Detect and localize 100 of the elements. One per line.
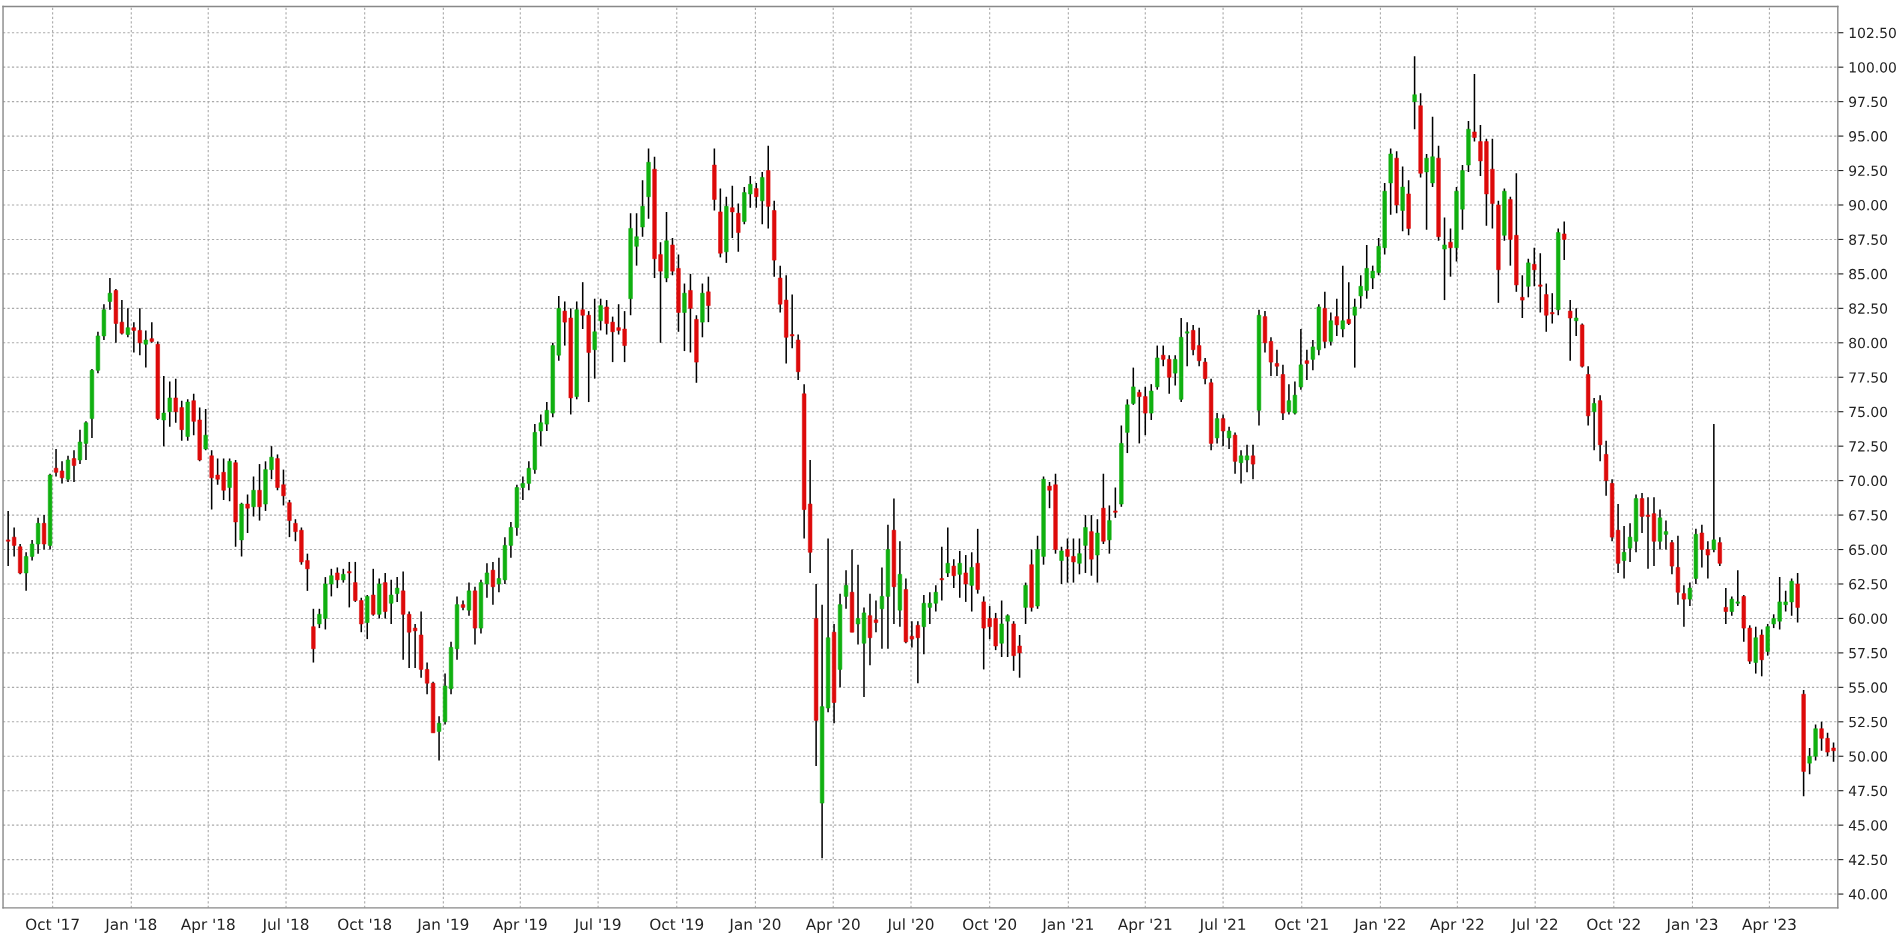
candlestick <box>730 184 735 239</box>
candlestick <box>1711 423 1716 554</box>
candlestick <box>1131 366 1136 406</box>
candlestick <box>371 568 376 617</box>
candlestick <box>1681 584 1687 628</box>
y-tick-label: 82.50 <box>1849 303 1888 314</box>
x-tick-label: Oct '19 <box>650 918 704 931</box>
candlestick <box>1226 426 1232 450</box>
candlestick <box>1220 413 1226 447</box>
candlestick <box>592 297 597 380</box>
candlestick <box>245 493 250 534</box>
candlestick <box>311 608 316 664</box>
x-tick-label: Apr '18 <box>180 918 235 934</box>
candlestick <box>203 408 208 452</box>
candlestick <box>1107 504 1112 555</box>
candlestick <box>1538 252 1543 314</box>
candlestick <box>843 569 849 610</box>
x-tick-label: Jul '18 <box>261 918 309 933</box>
candlestick <box>1400 165 1405 232</box>
candlestick <box>1562 220 1567 261</box>
candlestick <box>1669 539 1675 576</box>
candlestick <box>1592 397 1597 452</box>
candlestick <box>945 526 950 578</box>
y-tick-label: 90.00 <box>1849 199 1888 211</box>
x-tick-label: Apr '20 <box>805 918 860 934</box>
candlestick <box>1723 587 1728 625</box>
candlestick <box>1298 328 1304 391</box>
candlestick <box>1304 348 1309 381</box>
y-tick-label: 95.00 <box>1849 131 1888 142</box>
candlestick <box>1149 383 1154 421</box>
candlestick <box>71 449 77 483</box>
candlestick <box>1203 357 1208 385</box>
candlestick <box>347 561 352 609</box>
x-tick-label: Oct '20 <box>963 918 1017 931</box>
candlestick <box>395 576 400 603</box>
y-tick-label: 97.50 <box>1849 96 1888 108</box>
candlestick <box>1059 546 1064 585</box>
candlestick <box>951 558 956 589</box>
candlestick <box>957 550 962 599</box>
y-tick-label: 50.00 <box>1849 751 1888 762</box>
y-tick-label: 45.00 <box>1848 820 1888 831</box>
candlestick <box>855 563 861 646</box>
x-tick-label: Jul '20 <box>886 918 934 933</box>
candlestick <box>1250 444 1256 481</box>
y-tick-label: 77.50 <box>1849 372 1888 383</box>
candlestick <box>1328 311 1333 347</box>
candlestick <box>107 277 113 311</box>
candlestick <box>389 579 394 625</box>
x-tick-label: Oct '17 <box>26 918 79 931</box>
x-tick-label: Oct '18 <box>338 918 392 931</box>
candlestick <box>969 551 974 613</box>
candlestick <box>1077 537 1082 576</box>
y-tick-label: 60.00 <box>1849 613 1888 624</box>
y-tick-label: 52.50 <box>1849 716 1888 728</box>
x-tick-label: Apr '22 <box>1430 918 1484 934</box>
candlestick <box>436 715 442 762</box>
candlestick <box>287 499 292 538</box>
x-tick-label: Jul '22 <box>1510 918 1558 933</box>
x-tick-label: Jul '21 <box>1198 918 1246 933</box>
x-tick-label: Oct '21 <box>1275 918 1328 931</box>
candlestick <box>490 561 496 606</box>
candlestick <box>706 275 711 323</box>
candlestick <box>1442 216 1447 301</box>
y-tick-label: 65.00 <box>1849 544 1888 555</box>
candlestick <box>1526 257 1531 299</box>
candlestick <box>1472 73 1477 143</box>
candlestick <box>466 581 472 617</box>
candlestick <box>640 179 645 238</box>
candlestick <box>1532 246 1537 288</box>
x-tick-label: Jan '20 <box>728 918 781 933</box>
y-tick-label: 72.50 <box>1849 441 1888 452</box>
candlestick <box>149 321 154 344</box>
candlestick <box>598 297 603 332</box>
y-tick-label: 85.00 <box>1849 268 1888 280</box>
candlestick <box>1520 274 1525 319</box>
candlestick <box>1346 281 1351 326</box>
y-tick-label: 62.50 <box>1849 578 1888 590</box>
x-tick-label: Apr '23 <box>1742 918 1796 934</box>
candlestick <box>251 475 256 518</box>
candlestick <box>143 329 148 369</box>
candlestick <box>1412 55 1417 130</box>
y-tick-label: 55.00 <box>1849 682 1888 693</box>
candlestick <box>335 566 340 589</box>
candlestick <box>1083 514 1088 574</box>
y-tick-label: 40.00 <box>1848 889 1888 900</box>
candlestick <box>167 380 172 428</box>
y-tick-label: 92.50 <box>1849 165 1888 177</box>
candlestick <box>754 182 759 209</box>
y-tick-label: 75.00 <box>1849 406 1888 418</box>
y-tick-label: 57.50 <box>1849 647 1888 659</box>
candlestick <box>1717 536 1722 567</box>
candlestick <box>1334 297 1339 337</box>
candlestick <box>688 273 693 354</box>
y-tick-label: 70.00 <box>1849 475 1888 487</box>
candlestick <box>1795 572 1800 624</box>
x-tick-label: Apr '19 <box>492 918 547 934</box>
candlestick <box>1113 486 1118 519</box>
candlestick <box>125 307 130 339</box>
candlestick <box>1214 412 1220 445</box>
x-tick-label: Jan '22 <box>1353 918 1405 933</box>
